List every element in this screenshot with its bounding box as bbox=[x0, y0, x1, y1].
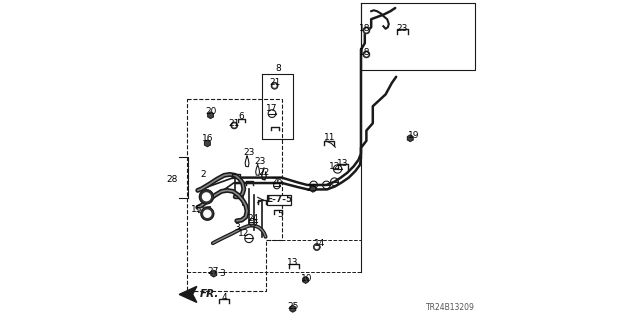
Text: 12: 12 bbox=[237, 229, 249, 238]
Text: 18: 18 bbox=[359, 24, 371, 33]
Text: 27: 27 bbox=[207, 267, 218, 276]
Text: 13: 13 bbox=[337, 159, 348, 168]
Polygon shape bbox=[231, 122, 237, 129]
Polygon shape bbox=[233, 124, 236, 127]
Polygon shape bbox=[408, 135, 413, 141]
Text: 8: 8 bbox=[276, 64, 281, 73]
Text: 18: 18 bbox=[359, 48, 371, 57]
Text: 17: 17 bbox=[266, 104, 277, 113]
Text: 12: 12 bbox=[329, 162, 340, 171]
Polygon shape bbox=[310, 186, 316, 192]
Text: 13: 13 bbox=[287, 258, 298, 267]
Text: 24: 24 bbox=[248, 214, 259, 223]
Polygon shape bbox=[365, 53, 367, 56]
Polygon shape bbox=[314, 244, 320, 250]
Text: 20: 20 bbox=[205, 107, 217, 116]
Text: 4: 4 bbox=[221, 293, 227, 302]
Polygon shape bbox=[202, 193, 211, 201]
Text: 3: 3 bbox=[234, 223, 239, 232]
Text: 15: 15 bbox=[191, 205, 202, 214]
Text: 11: 11 bbox=[324, 133, 335, 142]
Text: 23: 23 bbox=[254, 157, 266, 166]
Text: 2: 2 bbox=[200, 170, 206, 179]
Polygon shape bbox=[271, 83, 278, 89]
Text: 21: 21 bbox=[269, 78, 281, 87]
Polygon shape bbox=[204, 210, 211, 217]
Polygon shape bbox=[364, 51, 370, 58]
Text: 23: 23 bbox=[396, 24, 408, 33]
Text: 23: 23 bbox=[243, 148, 255, 157]
Text: 14: 14 bbox=[314, 239, 326, 248]
Polygon shape bbox=[200, 190, 214, 204]
Text: 3: 3 bbox=[220, 269, 225, 278]
Polygon shape bbox=[208, 112, 213, 118]
Polygon shape bbox=[316, 246, 318, 248]
Polygon shape bbox=[198, 206, 211, 213]
Text: 26: 26 bbox=[271, 177, 282, 186]
Text: 25: 25 bbox=[307, 184, 317, 193]
Text: 16: 16 bbox=[202, 134, 213, 143]
Polygon shape bbox=[273, 84, 276, 87]
Polygon shape bbox=[290, 306, 296, 312]
Text: 21: 21 bbox=[228, 119, 239, 128]
Text: 6: 6 bbox=[239, 112, 244, 121]
Bar bbox=[267, 195, 291, 205]
Polygon shape bbox=[303, 277, 308, 283]
Text: TR24B13209: TR24B13209 bbox=[426, 303, 475, 312]
Polygon shape bbox=[364, 27, 370, 34]
Polygon shape bbox=[201, 207, 214, 220]
Polygon shape bbox=[205, 140, 210, 147]
Text: FR.: FR. bbox=[200, 289, 220, 300]
Text: 22: 22 bbox=[259, 168, 269, 177]
Text: 25: 25 bbox=[287, 302, 298, 311]
Polygon shape bbox=[365, 29, 367, 32]
Text: 28: 28 bbox=[166, 175, 178, 184]
Text: 10: 10 bbox=[301, 274, 313, 283]
Polygon shape bbox=[179, 286, 197, 302]
Text: 5: 5 bbox=[277, 210, 283, 219]
Text: E-7-5: E-7-5 bbox=[266, 196, 292, 204]
Text: 19: 19 bbox=[408, 132, 419, 140]
Polygon shape bbox=[211, 270, 216, 277]
